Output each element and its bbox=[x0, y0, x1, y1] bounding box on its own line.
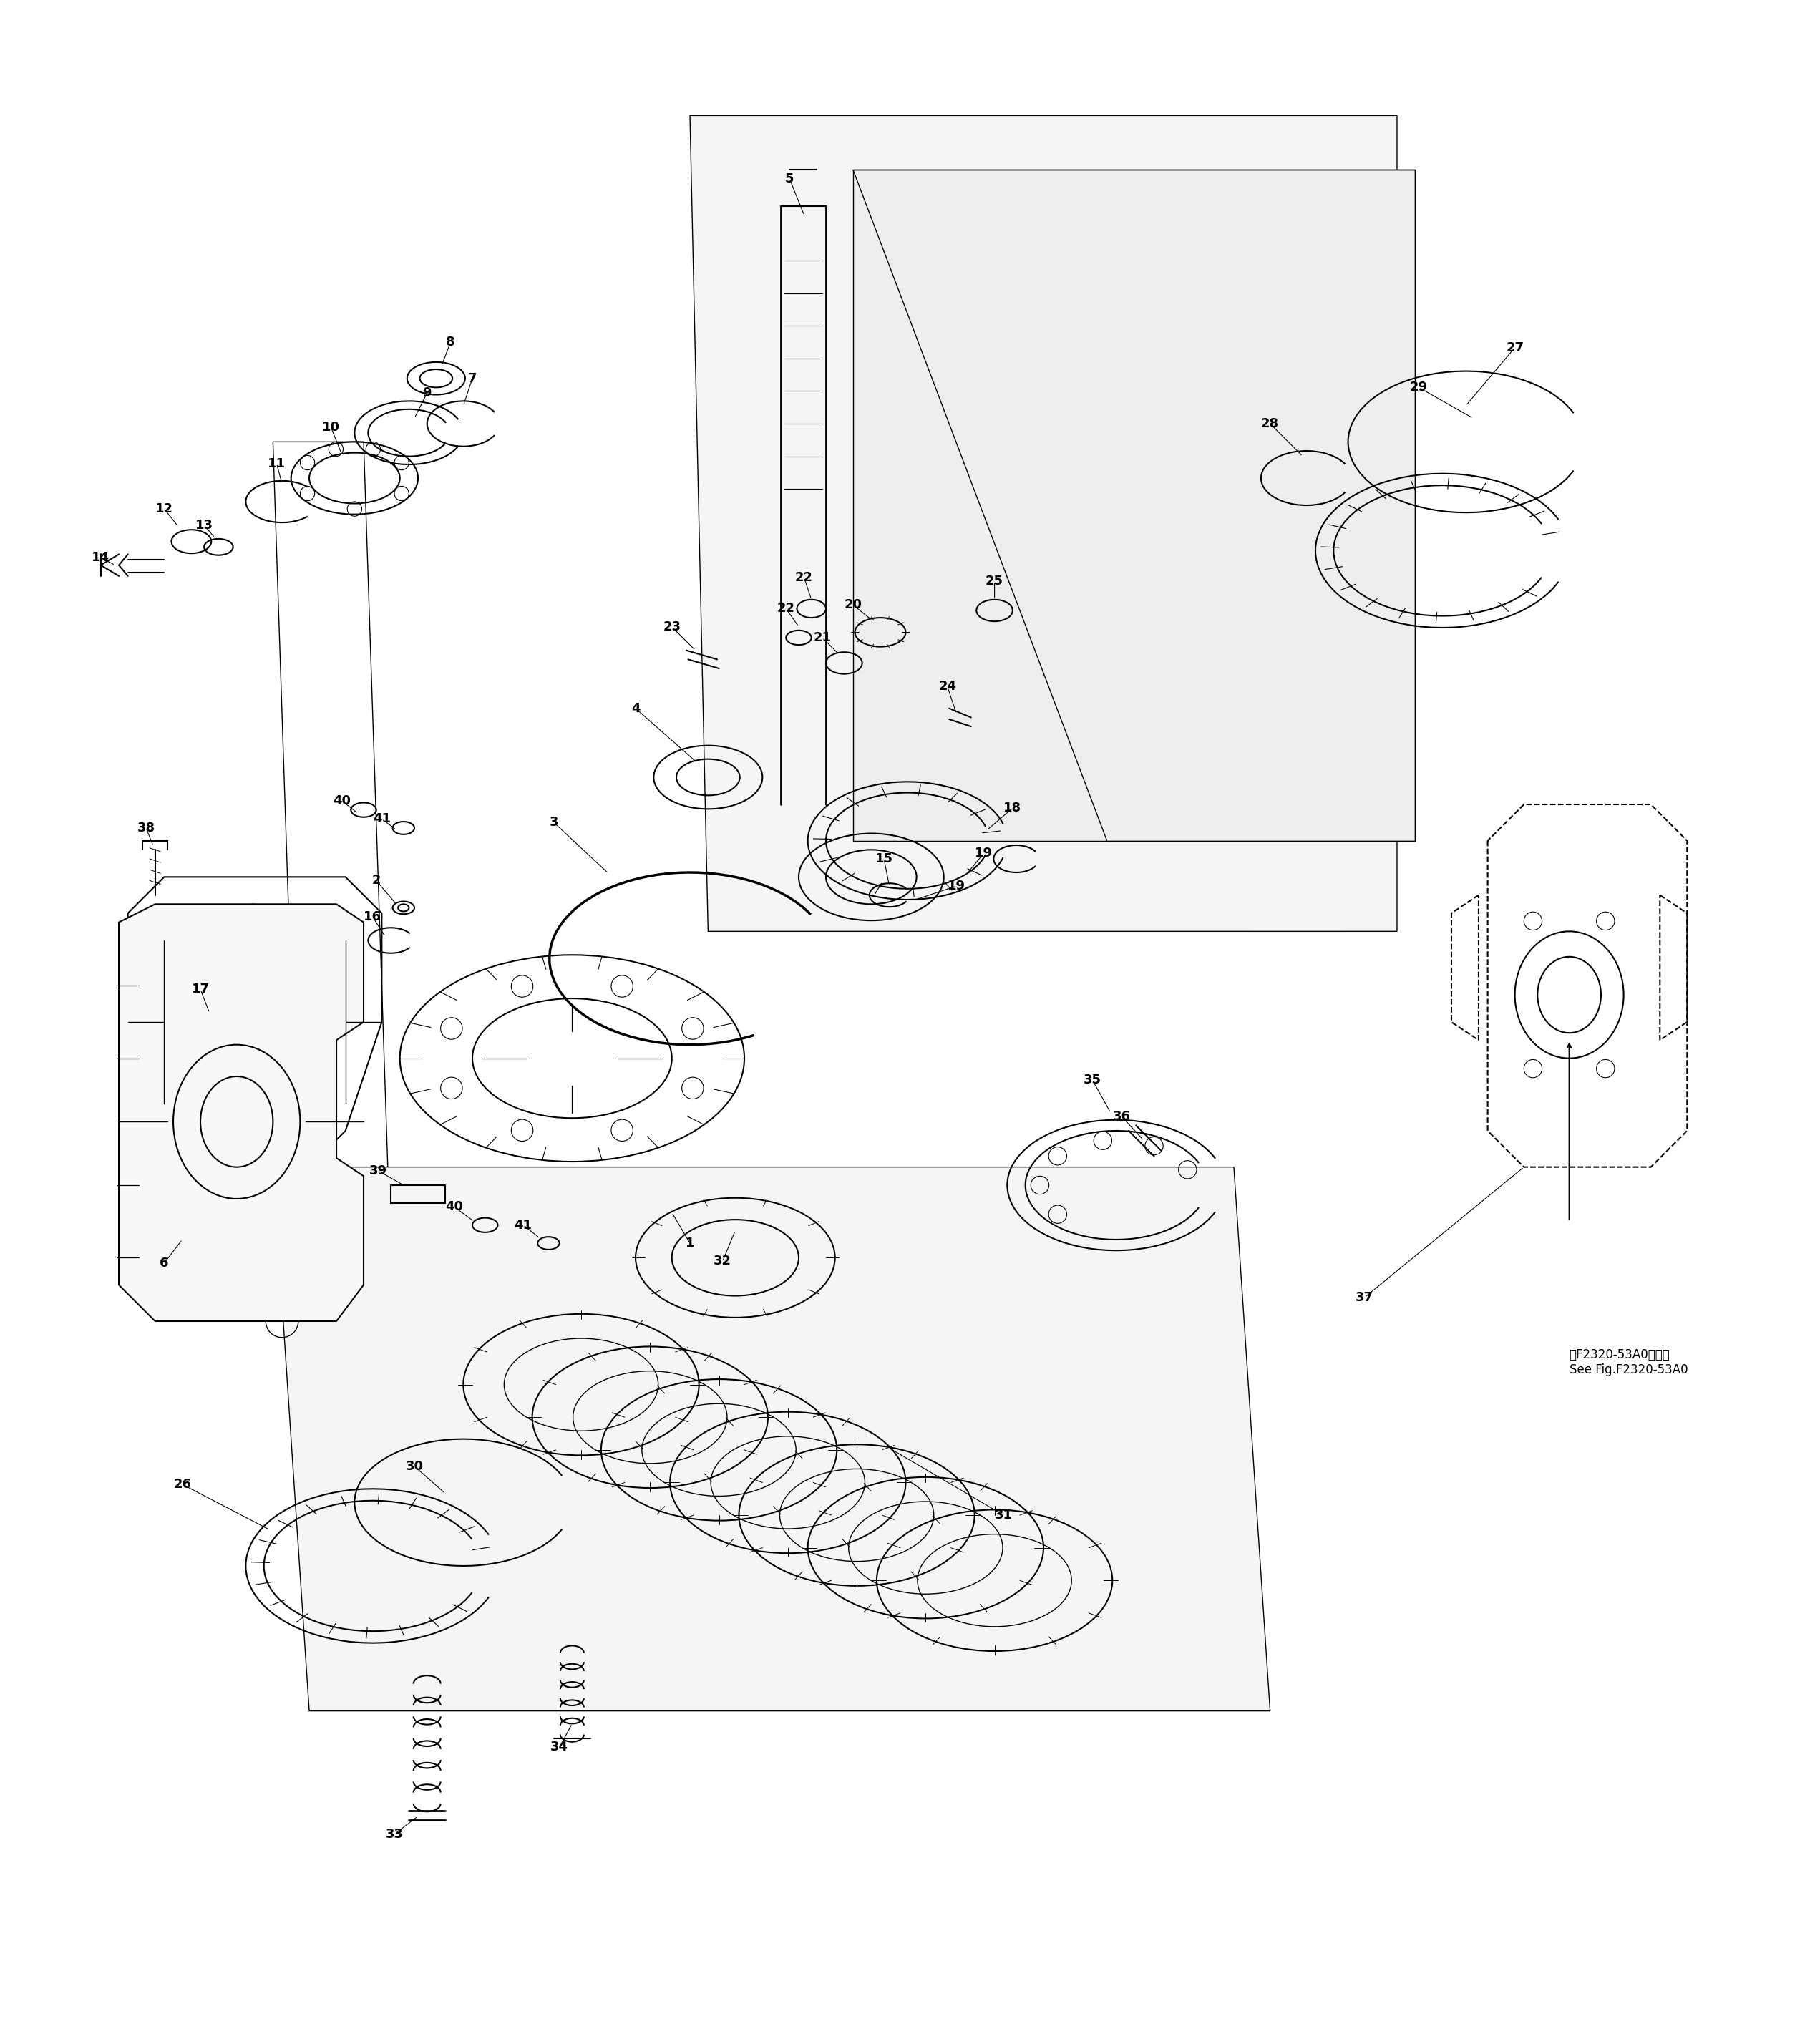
Text: 37: 37 bbox=[1356, 1292, 1374, 1304]
Text: 30: 30 bbox=[405, 1459, 423, 1472]
Text: 6: 6 bbox=[160, 1257, 169, 1269]
Text: 12: 12 bbox=[156, 503, 172, 515]
Text: 35: 35 bbox=[1084, 1073, 1102, 1087]
Text: 24: 24 bbox=[938, 681, 957, 693]
Text: 17: 17 bbox=[191, 983, 209, 995]
Text: 23: 23 bbox=[662, 619, 681, 634]
Text: 26: 26 bbox=[174, 1478, 191, 1490]
Text: 16: 16 bbox=[363, 910, 381, 924]
Text: 第F2320-53A0図参照
See Fig.F2320-53A0: 第F2320-53A0図参照 See Fig.F2320-53A0 bbox=[1570, 1349, 1688, 1376]
Text: 21: 21 bbox=[813, 632, 831, 644]
Text: 34: 34 bbox=[550, 1741, 568, 1754]
Text: 41: 41 bbox=[372, 814, 390, 826]
Text: 20: 20 bbox=[844, 599, 862, 611]
Text: 29: 29 bbox=[1410, 380, 1428, 394]
Text: 8: 8 bbox=[446, 335, 456, 350]
Text: 19: 19 bbox=[947, 879, 966, 893]
Text: 40: 40 bbox=[332, 795, 350, 807]
Text: 40: 40 bbox=[445, 1200, 463, 1214]
Text: 4: 4 bbox=[632, 701, 641, 715]
Text: 22: 22 bbox=[795, 572, 813, 585]
Text: 22: 22 bbox=[777, 603, 795, 615]
Text: 1: 1 bbox=[686, 1237, 695, 1249]
Text: 41: 41 bbox=[514, 1218, 532, 1230]
Text: 19: 19 bbox=[975, 846, 993, 861]
Text: 7: 7 bbox=[468, 372, 477, 384]
Text: 2: 2 bbox=[372, 875, 381, 887]
Text: 32: 32 bbox=[713, 1255, 731, 1267]
Text: 28: 28 bbox=[1261, 417, 1280, 429]
Text: 5: 5 bbox=[786, 172, 795, 186]
Text: 36: 36 bbox=[1113, 1110, 1131, 1122]
Text: 27: 27 bbox=[1506, 341, 1525, 354]
Text: 31: 31 bbox=[995, 1508, 1013, 1521]
Polygon shape bbox=[118, 903, 363, 1320]
Text: 3: 3 bbox=[550, 816, 559, 830]
Text: 10: 10 bbox=[321, 421, 339, 433]
Text: 25: 25 bbox=[986, 574, 1004, 589]
Text: 13: 13 bbox=[194, 519, 212, 531]
Text: 33: 33 bbox=[385, 1827, 403, 1842]
Polygon shape bbox=[853, 170, 1416, 840]
Text: 14: 14 bbox=[93, 552, 109, 564]
Text: 15: 15 bbox=[875, 852, 893, 865]
Polygon shape bbox=[272, 1167, 1270, 1711]
Polygon shape bbox=[690, 117, 1398, 932]
Text: 11: 11 bbox=[267, 458, 285, 470]
Text: 39: 39 bbox=[368, 1165, 387, 1177]
Text: 9: 9 bbox=[423, 386, 432, 399]
Text: 18: 18 bbox=[1004, 801, 1022, 814]
Text: 38: 38 bbox=[138, 822, 154, 834]
